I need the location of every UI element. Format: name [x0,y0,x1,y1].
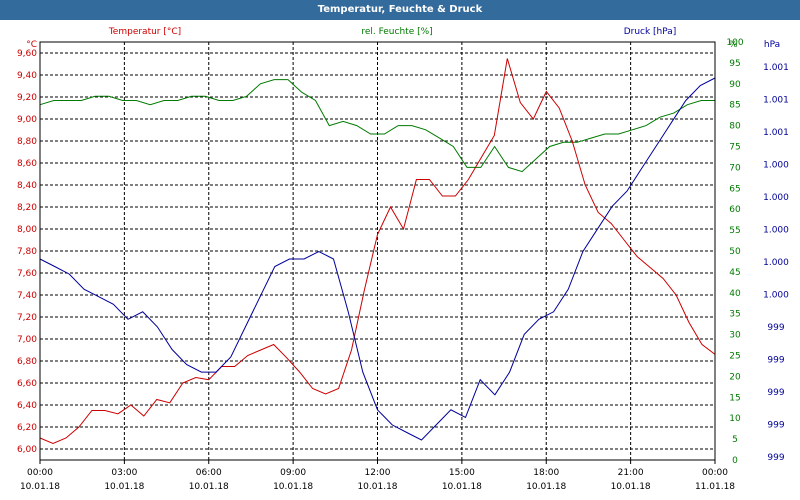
humidity-tick-label: 95 [729,59,740,69]
x-tick-date: 10.01.18 [104,482,144,492]
chart-area: 00:00 10.01.18 03:00 10.01.18 06:00 10.01.18 0… [17,27,789,492]
humidity-tick-label: 20 [729,372,741,382]
temperature-tick-label: 6,40 [17,401,37,411]
humidity-tick-label: 45 [729,268,740,278]
x-tick-label: 00:00 [702,468,728,478]
temperature-unit: °C [26,40,37,50]
x-tick-date: 10.01.18 [357,482,397,492]
pressure-unit: hPa [764,40,780,50]
temperature-tick-label: 9,60 [17,49,37,59]
humidity-series-line [39,79,715,173]
x-tick-date: 10.01.18 [611,482,651,492]
pressure-tick-label: 999 [767,388,784,398]
humidity-tick-label: 25 [729,352,740,362]
humidity-tick-label: 55 [729,226,740,236]
x-tick-date: 11.01.18 [695,482,735,492]
x-tick-label: 00:00 [27,468,53,478]
humidity-tick-label: 50 [729,247,741,257]
temperature-tick-label: 6,00 [17,445,37,455]
x-tick-label: 09:00 [280,468,306,478]
pressure-tick-label: 999 [767,323,784,333]
x-tick-date: 10.01.18 [526,482,566,492]
x-tick-label: 12:00 [365,468,391,478]
humidity-axis-label: rel. Feuchte [%] [361,27,432,37]
temperature-tick-label: 6,60 [17,379,37,389]
pressure-tick-label: 1.001 [763,63,789,73]
x-tick-label: 15:00 [449,468,475,478]
plot-frame [39,41,716,461]
pressure-tick-label: 1.000 [763,161,789,171]
temperature-tick-label: 7,00 [17,335,37,345]
window-title-bar: Temperatur, Feuchte & Druck [0,0,800,20]
temperature-tick-label: 7,40 [17,291,37,301]
x-tick-date: 10.01.18 [442,482,482,492]
humidity-tick-label: 90 [729,80,741,90]
temperature-tick-label: 8,00 [17,225,37,235]
humidity-tick-label: 60 [729,205,741,215]
humidity-tick-label: 65 [729,184,740,194]
pressure-tick-label: 999 [767,421,784,431]
temperature-tick-label: 6,20 [17,423,37,433]
pressure-tick-label: 1.000 [763,226,789,236]
humidity-tick-label: 40 [729,289,741,299]
humidity-tick-label: 70 [729,163,741,173]
humidity-unit: % [729,40,738,50]
pressure-tick-label: 1.001 [763,96,789,106]
chart-title: Temperatur, Feuchte & Druck [317,4,483,15]
x-tick-label: 18:00 [533,468,559,478]
temperature-tick-label: 9,20 [17,93,37,103]
temperature-axis-label: Temperatur [°C] [108,27,181,37]
temperature-tick-label: 8,80 [17,137,37,147]
temperature-tick-label: 7,60 [17,269,37,279]
humidity-tick-label: 35 [729,310,740,320]
pressure-series-line [39,77,716,441]
humidity-tick-label: 80 [729,122,741,132]
humidity-tick-label: 10 [729,414,741,424]
temperature-tick-label: 9,40 [17,71,37,81]
x-tick-label: 03:00 [111,468,137,478]
pressure-tick-label: 999 [767,356,784,366]
x-tick-label: 06:00 [196,468,222,478]
humidity-tick-label: 75 [729,143,740,153]
temperature-tick-label: 8,60 [17,159,37,169]
pressure-tick-label: 1.001 [763,128,789,138]
humidity-tick-label: 15 [729,393,740,403]
humidity-tick-label: 5 [732,435,738,445]
temperature-tick-label: 8,40 [17,181,37,191]
humidity-tick-label: 100 [726,38,743,48]
x-tick-label: 21:00 [618,468,644,478]
x-tick-date: 10.01.18 [20,482,60,492]
humidity-tick-label: 85 [729,101,740,111]
pressure-axis-label: Druck [hPa] [624,27,677,37]
x-tick-date: 10.01.18 [189,482,229,492]
temperature-tick-label: 9,00 [17,115,37,125]
temperature-tick-label: 8,20 [17,203,37,213]
temperature-series-line [39,58,716,445]
temperature-tick-label: 6,80 [17,357,37,367]
temperature-tick-label: 7,20 [17,313,37,323]
temperature-tick-label: 7,80 [17,247,37,257]
x-tick-date: 10.01.18 [273,482,313,492]
pressure-tick-label: 1.000 [763,291,789,301]
humidity-tick-label: 30 [729,331,741,341]
pressure-tick-label: 1.000 [763,193,789,203]
pressure-tick-label: 999 [767,453,784,463]
pressure-tick-label: 1.000 [763,258,789,268]
humidity-tick-label: 0 [732,456,738,466]
